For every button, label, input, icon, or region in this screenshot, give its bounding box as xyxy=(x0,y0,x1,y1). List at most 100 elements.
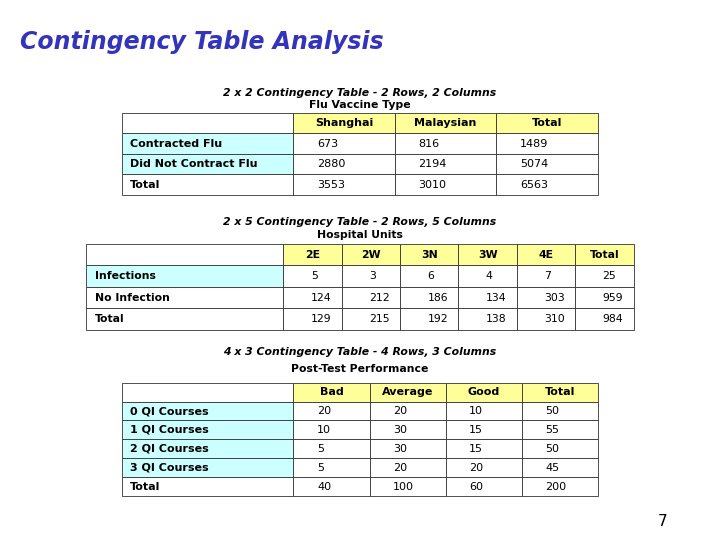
Text: 5: 5 xyxy=(318,463,324,473)
Text: 3553: 3553 xyxy=(318,180,345,190)
Bar xyxy=(122,402,294,421)
Bar xyxy=(294,113,395,133)
Text: 186: 186 xyxy=(428,293,448,302)
Text: 30: 30 xyxy=(393,444,408,454)
Text: 2W: 2W xyxy=(361,249,381,260)
Text: 7: 7 xyxy=(544,271,551,281)
Bar xyxy=(496,133,598,154)
Text: 129: 129 xyxy=(311,314,331,324)
Bar xyxy=(521,421,598,440)
Bar xyxy=(122,174,294,195)
Bar xyxy=(122,382,294,402)
Text: 1 QI Courses: 1 QI Courses xyxy=(130,425,208,435)
Text: Contingency Table Analysis: Contingency Table Analysis xyxy=(20,30,384,55)
Text: 2 x 2 Contingency Table - 2 Rows, 2 Columns: 2 x 2 Contingency Table - 2 Rows, 2 Colu… xyxy=(223,87,497,98)
Text: 2194: 2194 xyxy=(418,159,447,169)
Text: 4: 4 xyxy=(486,271,492,281)
Bar xyxy=(369,421,446,440)
Text: 2E: 2E xyxy=(305,249,320,260)
Bar xyxy=(369,402,446,421)
Bar xyxy=(446,382,521,402)
Bar xyxy=(446,458,521,477)
Bar xyxy=(284,265,342,287)
Text: 2880: 2880 xyxy=(318,159,346,169)
Bar xyxy=(400,244,459,265)
Bar xyxy=(122,477,294,496)
Text: 1489: 1489 xyxy=(520,139,549,148)
Bar xyxy=(86,287,284,308)
Bar xyxy=(369,382,446,402)
Text: 3 QI Courses: 3 QI Courses xyxy=(130,463,208,473)
Bar xyxy=(294,133,395,154)
Text: 15: 15 xyxy=(469,444,483,454)
Text: Average: Average xyxy=(382,387,433,397)
Text: 303: 303 xyxy=(544,293,565,302)
Bar xyxy=(459,287,517,308)
Bar xyxy=(395,133,496,154)
Text: 15: 15 xyxy=(469,425,483,435)
Text: 40: 40 xyxy=(318,482,331,492)
Bar xyxy=(446,477,521,496)
Text: 5074: 5074 xyxy=(520,159,548,169)
Text: 50: 50 xyxy=(545,444,559,454)
Bar xyxy=(122,458,294,477)
Bar xyxy=(294,458,369,477)
Text: 60: 60 xyxy=(469,482,483,492)
Text: 124: 124 xyxy=(311,293,331,302)
Bar xyxy=(521,402,598,421)
Text: 3010: 3010 xyxy=(418,180,446,190)
Bar xyxy=(459,244,517,265)
Bar xyxy=(446,402,521,421)
Text: 20: 20 xyxy=(469,463,483,473)
Text: Shanghai: Shanghai xyxy=(315,118,373,128)
Bar xyxy=(521,440,598,458)
Bar xyxy=(122,113,294,133)
Bar xyxy=(369,458,446,477)
Text: 20: 20 xyxy=(393,406,408,416)
Bar xyxy=(521,458,598,477)
Bar xyxy=(395,174,496,195)
Text: 984: 984 xyxy=(603,314,624,324)
Bar xyxy=(122,440,294,458)
Text: 215: 215 xyxy=(369,314,390,324)
Text: Infections: Infections xyxy=(94,271,156,281)
Bar xyxy=(284,244,342,265)
Text: 100: 100 xyxy=(393,482,414,492)
Bar xyxy=(122,154,294,174)
Text: 2 x 5 Contingency Table - 2 Rows, 5 Columns: 2 x 5 Contingency Table - 2 Rows, 5 Colu… xyxy=(223,217,497,227)
Text: 310: 310 xyxy=(544,314,565,324)
Text: Post-Test Performance: Post-Test Performance xyxy=(292,364,428,374)
Text: Flu Vaccine Type: Flu Vaccine Type xyxy=(309,100,411,110)
Bar xyxy=(294,154,395,174)
Bar xyxy=(294,174,395,195)
Text: 959: 959 xyxy=(603,293,624,302)
Text: Good: Good xyxy=(467,387,500,397)
Text: 192: 192 xyxy=(428,314,448,324)
Bar xyxy=(446,421,521,440)
Bar xyxy=(294,402,369,421)
Text: 138: 138 xyxy=(486,314,506,324)
Text: 6: 6 xyxy=(428,271,434,281)
Bar xyxy=(496,174,598,195)
Text: Total: Total xyxy=(532,118,562,128)
Text: 2 QI Courses: 2 QI Courses xyxy=(130,444,208,454)
Text: 212: 212 xyxy=(369,293,390,302)
Bar xyxy=(294,382,369,402)
Text: Bad: Bad xyxy=(320,387,343,397)
Text: Total: Total xyxy=(130,180,160,190)
Bar xyxy=(517,287,575,308)
Bar xyxy=(294,440,369,458)
Bar xyxy=(342,287,400,308)
Text: Total: Total xyxy=(94,314,125,324)
Text: 4 x 3 Contingency Table - 4 Rows, 3 Columns: 4 x 3 Contingency Table - 4 Rows, 3 Colu… xyxy=(223,347,497,357)
Text: 200: 200 xyxy=(545,482,567,492)
Text: 25: 25 xyxy=(603,271,616,281)
Text: 30: 30 xyxy=(393,425,408,435)
Bar xyxy=(459,308,517,330)
Bar xyxy=(284,308,342,330)
Bar xyxy=(400,287,459,308)
Bar xyxy=(86,244,284,265)
Text: 3W: 3W xyxy=(478,249,498,260)
Text: 3N: 3N xyxy=(421,249,438,260)
Text: Contracted Flu: Contracted Flu xyxy=(130,139,222,148)
